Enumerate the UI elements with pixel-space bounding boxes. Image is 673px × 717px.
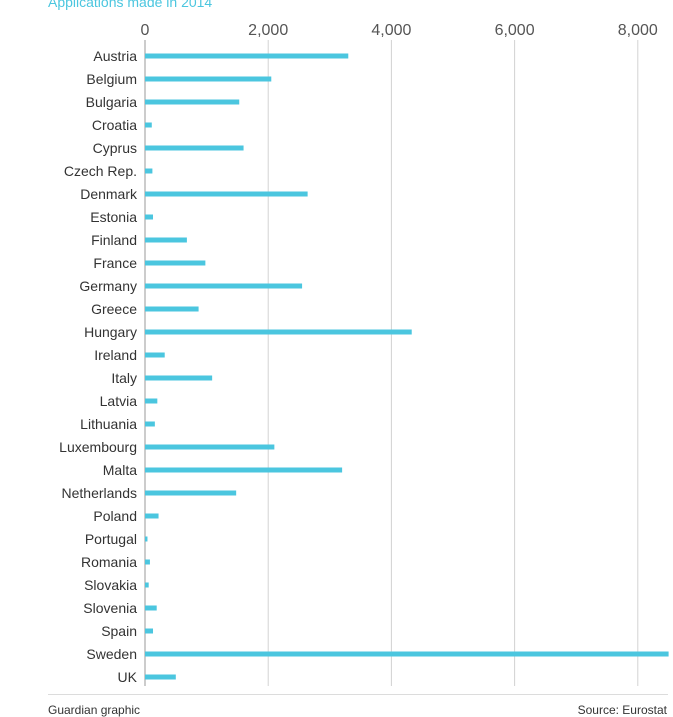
category-label: Poland xyxy=(93,508,137,524)
category-label: Sweden xyxy=(86,646,137,662)
bar xyxy=(145,375,213,381)
category-label: Netherlands xyxy=(62,485,138,501)
bar xyxy=(145,260,206,266)
x-tick-label: 8,000 xyxy=(618,22,658,39)
bar xyxy=(145,582,149,588)
category-label: Denmark xyxy=(80,186,138,202)
category-label: Portugal xyxy=(85,531,137,547)
bar xyxy=(145,145,244,151)
bar xyxy=(145,513,159,519)
bar xyxy=(145,536,148,542)
bar xyxy=(145,306,199,312)
category-label: Finland xyxy=(91,232,137,248)
category-label: Cyprus xyxy=(93,140,137,156)
bar xyxy=(145,329,412,335)
category-label: Croatia xyxy=(92,117,137,133)
category-label: Slovenia xyxy=(83,600,137,616)
category-label: Spain xyxy=(101,623,137,639)
bar xyxy=(145,76,272,82)
bar xyxy=(145,237,187,243)
bar xyxy=(145,283,303,289)
category-label: Hungary xyxy=(84,324,137,340)
category-label: Bulgaria xyxy=(86,94,138,110)
bar xyxy=(145,421,155,427)
bar xyxy=(145,122,152,128)
bar xyxy=(145,53,349,59)
footer-divider xyxy=(48,694,668,695)
bar xyxy=(145,467,343,473)
category-label: Italy xyxy=(111,370,137,386)
bar xyxy=(145,191,308,197)
category-label: Austria xyxy=(93,48,137,64)
bar xyxy=(145,99,240,105)
category-label: Slovakia xyxy=(84,577,137,593)
bar xyxy=(145,674,176,680)
category-label: Greece xyxy=(91,301,137,317)
bar xyxy=(145,490,237,496)
bar xyxy=(145,168,153,174)
category-label: Czech Rep. xyxy=(64,163,137,179)
category-label: Ireland xyxy=(94,347,137,363)
category-label: Germany xyxy=(79,278,137,294)
bar xyxy=(145,398,158,404)
category-label: Latvia xyxy=(100,393,138,409)
x-tick-label: 0 xyxy=(141,22,150,39)
category-label: Malta xyxy=(103,462,137,478)
graphic-credit: Guardian graphic xyxy=(48,703,141,717)
x-tick-label: 2,000 xyxy=(248,22,288,39)
bar xyxy=(145,559,150,565)
x-tick-label: 4,000 xyxy=(371,22,411,39)
category-label: Lithuania xyxy=(80,416,137,432)
bar xyxy=(145,214,154,220)
data-source: Source: Eurostat xyxy=(577,703,667,717)
bar xyxy=(145,605,157,611)
chart-subtitle: Applications made in 2014 xyxy=(48,0,213,10)
category-label: Estonia xyxy=(90,209,137,225)
x-tick-label: 6,000 xyxy=(495,22,535,39)
bar-chart: 0 2,000 4,000 6,000 8,000 Austria Belgium Bulga… xyxy=(59,22,669,686)
category-label: France xyxy=(93,255,137,271)
category-label: Romania xyxy=(81,554,137,570)
bar xyxy=(145,352,165,358)
bar xyxy=(145,651,669,657)
bar xyxy=(145,628,154,634)
bar xyxy=(145,444,275,450)
category-label: Luxembourg xyxy=(59,439,137,455)
category-label: Belgium xyxy=(86,71,137,87)
category-label: UK xyxy=(118,669,138,685)
